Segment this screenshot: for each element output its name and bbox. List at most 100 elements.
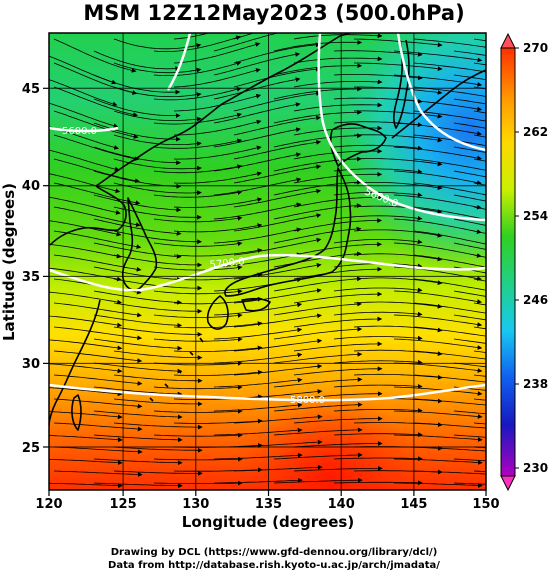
streamline bbox=[93, 314, 183, 328]
streamline bbox=[453, 314, 486, 321]
streamline bbox=[333, 239, 423, 245]
streamline bbox=[53, 182, 141, 206]
streamline bbox=[213, 402, 303, 412]
streamline bbox=[153, 384, 243, 390]
streamline bbox=[213, 377, 303, 388]
streamline bbox=[213, 177, 302, 196]
streamline bbox=[53, 254, 142, 272]
contour-5600-west bbox=[49, 126, 119, 133]
streamline bbox=[213, 327, 303, 340]
streamline bbox=[413, 110, 486, 122]
streamline bbox=[173, 418, 263, 424]
streamline bbox=[49, 435, 123, 443]
contour-label: 5600.0 bbox=[62, 126, 97, 137]
streamline bbox=[213, 252, 302, 268]
streamline bbox=[273, 179, 362, 196]
contour-5700 bbox=[49, 253, 486, 292]
streamline bbox=[413, 326, 486, 337]
streamline bbox=[413, 350, 486, 360]
streamline bbox=[173, 197, 263, 208]
streamline bbox=[153, 265, 243, 271]
streamline bbox=[413, 446, 486, 452]
streamline bbox=[153, 164, 243, 174]
y-tick-label: 25 bbox=[22, 441, 40, 456]
streamline bbox=[393, 314, 483, 327]
coastline-ryukyu bbox=[149, 337, 204, 402]
streamline bbox=[293, 56, 383, 64]
chart-title: MSM 12Z12May2023 (500.0hPa) bbox=[83, 1, 465, 25]
grid-lines bbox=[49, 33, 486, 490]
streamline bbox=[233, 237, 322, 256]
streamline bbox=[333, 50, 423, 57]
streamline bbox=[413, 470, 486, 475]
streamline bbox=[413, 278, 486, 291]
streamline bbox=[393, 458, 483, 465]
streamline bbox=[53, 470, 143, 477]
streamline bbox=[333, 215, 423, 221]
x-tick-label: 140 bbox=[328, 497, 355, 512]
streamline bbox=[453, 74, 486, 81]
streamline bbox=[293, 441, 383, 448]
streamline bbox=[113, 62, 202, 74]
contour-label: 5800.0 bbox=[290, 395, 325, 406]
streamline bbox=[333, 144, 423, 151]
streamline bbox=[453, 338, 486, 344]
streamline bbox=[393, 194, 482, 210]
y-tick-label: 45 bbox=[22, 82, 40, 97]
streamline bbox=[213, 102, 301, 124]
streamline bbox=[213, 33, 280, 52]
streamline bbox=[393, 386, 483, 396]
y-tick-label: 40 bbox=[22, 179, 40, 194]
streamline bbox=[153, 190, 243, 198]
streamline bbox=[273, 301, 362, 316]
streamline bbox=[273, 326, 363, 340]
streamline bbox=[353, 325, 443, 333]
streamline bbox=[233, 213, 322, 232]
streamline bbox=[453, 482, 486, 485]
streamline bbox=[153, 456, 243, 462]
streamline bbox=[113, 110, 202, 122]
streamline bbox=[233, 140, 322, 160]
colorbar-tick-label: 230 bbox=[523, 461, 548, 475]
streamline bbox=[53, 134, 140, 162]
streamline bbox=[49, 315, 123, 328]
streamline bbox=[153, 480, 243, 486]
streamline bbox=[453, 98, 486, 105]
streamline bbox=[173, 296, 263, 305]
streamline bbox=[293, 341, 383, 352]
streamline bbox=[453, 170, 486, 178]
colorbar-top-arrow bbox=[500, 32, 516, 49]
streamline bbox=[413, 158, 486, 171]
streamline bbox=[153, 361, 243, 366]
coastline-kyushu bbox=[206, 295, 229, 330]
streamline bbox=[353, 277, 443, 285]
streamline bbox=[173, 42, 261, 64]
streamline bbox=[49, 243, 122, 259]
x-tick-label: 130 bbox=[182, 497, 209, 512]
streamline bbox=[393, 98, 483, 112]
coastlines bbox=[49, 33, 486, 431]
streamline bbox=[413, 302, 486, 314]
streamline bbox=[49, 411, 123, 420]
streamline bbox=[93, 122, 181, 142]
streamline bbox=[273, 377, 363, 388]
coastline-shikoku bbox=[241, 297, 271, 312]
streamline bbox=[214, 478, 303, 484]
streamline bbox=[49, 79, 118, 107]
streamline bbox=[233, 66, 321, 88]
streamline bbox=[173, 345, 263, 353]
streamline bbox=[93, 50, 181, 71]
streamline bbox=[153, 138, 243, 149]
streamline bbox=[413, 374, 486, 383]
streamline bbox=[453, 50, 486, 56]
x-tick-label: 120 bbox=[35, 497, 62, 512]
streamline bbox=[393, 290, 482, 304]
streamline bbox=[153, 432, 243, 438]
streamline bbox=[113, 398, 203, 407]
streamline bbox=[353, 349, 443, 356]
streamline bbox=[293, 33, 383, 40]
streamline bbox=[113, 422, 203, 430]
streamline bbox=[53, 398, 143, 409]
streamline bbox=[173, 223, 263, 233]
